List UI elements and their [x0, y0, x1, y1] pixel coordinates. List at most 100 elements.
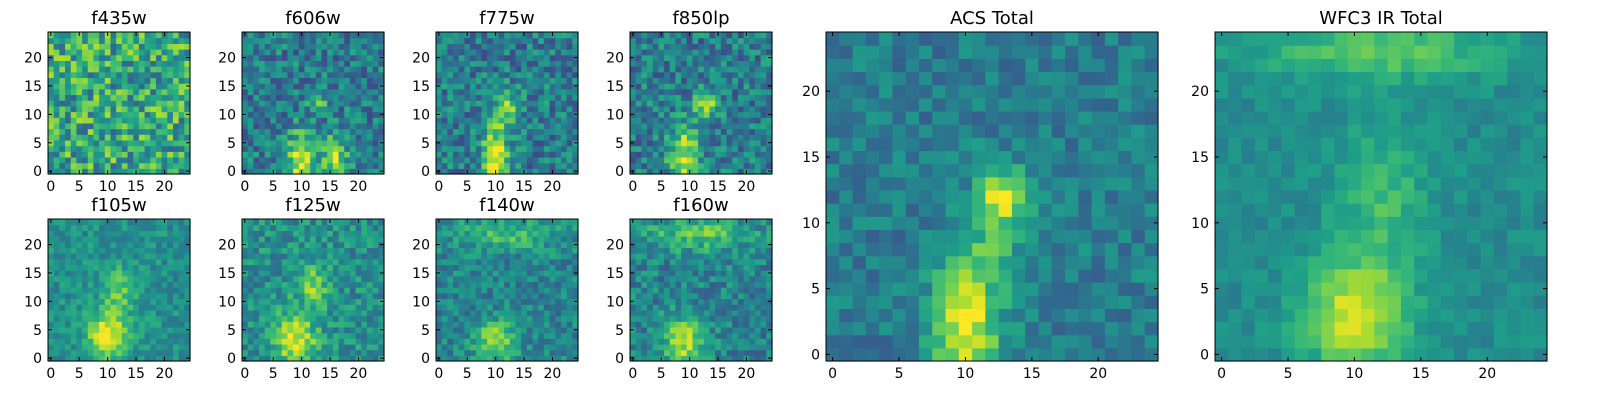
heatmap-cell — [441, 111, 448, 118]
heatmap-cell — [572, 105, 579, 113]
heatmap-cell — [630, 292, 637, 300]
heatmap-cell — [720, 145, 728, 152]
heatmap-cell — [242, 128, 249, 135]
heatmap-cell — [144, 156, 151, 164]
heatmap-cell — [321, 275, 328, 283]
heatmap-cell — [475, 264, 483, 271]
heatmap-cell — [372, 343, 379, 351]
heatmap-cell — [138, 77, 146, 84]
heatmap-cell — [504, 145, 511, 152]
heatmap-cell — [658, 292, 665, 300]
heatmap-cell — [93, 77, 100, 84]
heatmap-cell — [327, 253, 334, 260]
heatmap-cell — [737, 298, 745, 305]
heatmap-cell — [504, 49, 511, 56]
heatmap-cell — [304, 298, 311, 305]
heatmap-cell — [127, 326, 134, 334]
heatmap-cell — [549, 258, 556, 266]
heatmap-cell — [492, 241, 500, 248]
heatmap-cell — [743, 298, 750, 305]
heatmap-cell — [481, 122, 488, 130]
heatmap-cell — [327, 349, 334, 356]
heatmap-cell — [378, 309, 385, 317]
heatmap-cell — [99, 321, 106, 328]
heatmap-cell — [521, 100, 528, 107]
heatmap-cell — [743, 145, 750, 152]
heatmap-cell — [104, 37, 112, 44]
heatmap-cell — [355, 156, 362, 164]
heatmap-cell — [287, 94, 294, 101]
heatmap-cell — [304, 321, 311, 328]
heatmap-cell — [464, 326, 471, 334]
heatmap-cell — [172, 145, 180, 152]
heatmap-cell — [327, 145, 334, 152]
heatmap-cell — [630, 309, 637, 317]
heatmap-cell — [361, 258, 368, 266]
heatmap-cell — [104, 134, 112, 141]
heatmap-cell — [560, 298, 568, 305]
heatmap-cell — [572, 304, 579, 311]
heatmap-cell — [344, 281, 351, 288]
heatmap-cell — [492, 315, 500, 322]
heatmap-cell — [172, 49, 180, 56]
heatmap-cell — [59, 151, 66, 158]
heatmap-cell — [242, 349, 249, 356]
heatmap-cell — [361, 60, 368, 67]
heatmap-cell — [127, 156, 134, 164]
heatmap-cell — [732, 315, 739, 322]
heatmap-cell — [178, 343, 185, 351]
heatmap-cell — [652, 71, 659, 79]
heatmap-cell — [515, 32, 522, 39]
heatmap-cell — [144, 338, 151, 345]
heatmap-cell — [698, 105, 705, 113]
heatmap-cell — [566, 264, 573, 271]
heatmap-cell — [726, 139, 733, 147]
heatmap-cell — [304, 258, 311, 266]
heatmap-cell — [293, 122, 300, 130]
heatmap-cell — [127, 54, 134, 61]
x-tick-label: 15 — [321, 366, 339, 382]
heatmap-cell — [281, 139, 289, 147]
heatmap-cell — [635, 315, 642, 322]
heatmap-cell — [681, 349, 688, 356]
heatmap-cell — [509, 343, 517, 351]
heatmap-cell — [372, 258, 379, 266]
heatmap-cell — [737, 326, 745, 334]
heatmap-cell — [515, 83, 522, 90]
heatmap-cell — [572, 343, 579, 351]
heatmap-cell — [470, 343, 477, 351]
heatmap-cell — [276, 338, 283, 345]
heatmap-cell — [93, 309, 100, 317]
heatmap-cell — [658, 315, 665, 322]
heatmap-cell — [93, 60, 100, 67]
heatmap-cell — [453, 275, 460, 283]
heatmap-cell — [310, 281, 317, 288]
heatmap-cell — [344, 236, 351, 243]
heatmap-cell — [475, 309, 483, 317]
heatmap-cell — [178, 224, 185, 231]
heatmap-cell — [133, 270, 140, 277]
heatmap-cell — [754, 83, 762, 90]
heatmap-cell — [310, 343, 317, 351]
heatmap-cell — [59, 100, 66, 107]
heatmap-cell — [709, 287, 716, 294]
heatmap-cell — [178, 77, 185, 84]
heatmap-cell — [116, 83, 123, 90]
heatmap-cell — [242, 230, 249, 237]
heatmap-cell — [304, 111, 311, 118]
heatmap-cell — [276, 292, 283, 300]
heatmap-cell — [686, 332, 694, 339]
heatmap-cell — [349, 151, 357, 158]
heatmap-cell — [355, 162, 362, 169]
heatmap-cell — [298, 66, 306, 73]
heatmap-cell — [293, 111, 300, 118]
heatmap-cell — [87, 253, 95, 260]
heatmap-cell — [372, 100, 379, 107]
heatmap-cell — [259, 321, 266, 328]
heatmap-cell — [172, 304, 180, 311]
heatmap-cell — [87, 60, 95, 67]
heatmap-cell — [703, 168, 711, 175]
heatmap-cell — [726, 304, 733, 311]
heatmap-cell — [698, 151, 705, 158]
heatmap-cell — [310, 117, 317, 124]
